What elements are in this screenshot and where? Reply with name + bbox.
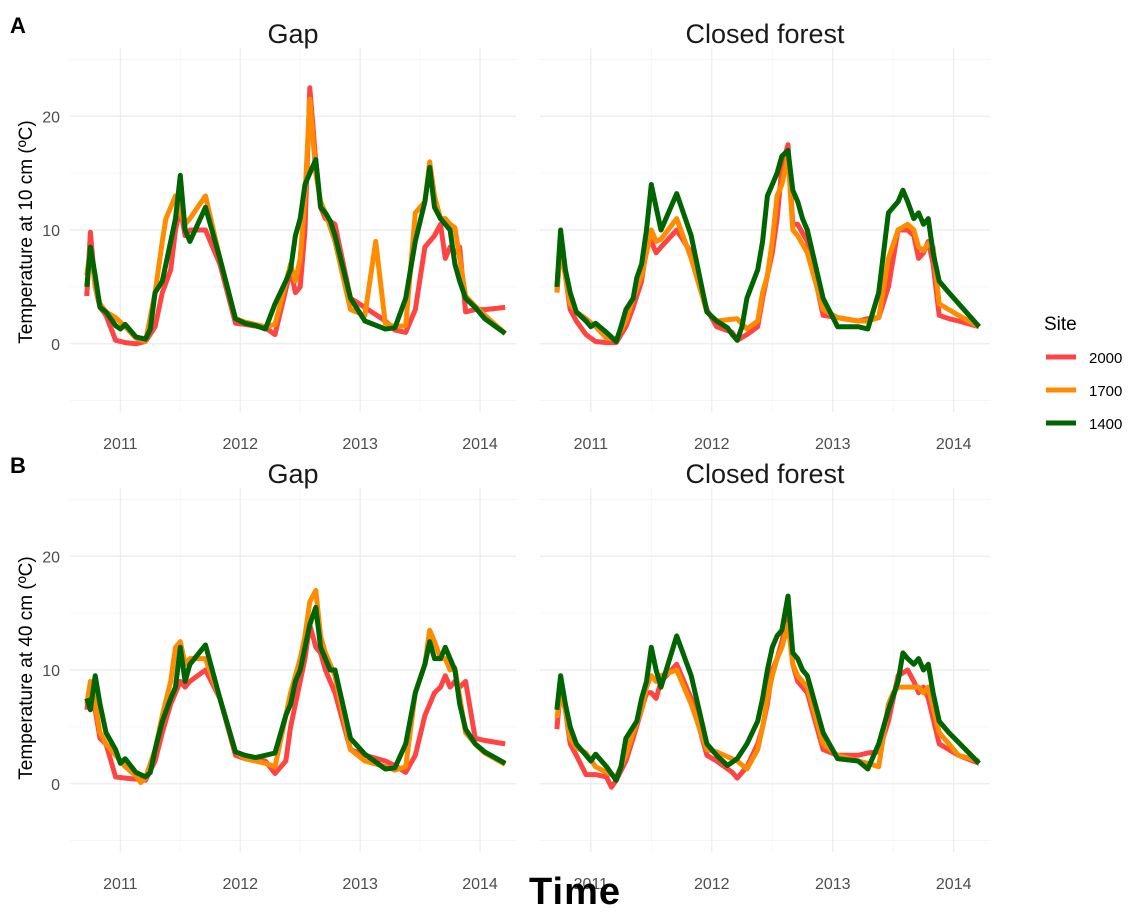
x-tick-label: 2011 (574, 876, 609, 893)
x-tick-label: 2013 (815, 876, 851, 893)
x-tick-label: 2014 (936, 436, 972, 453)
series-line-1400 (84, 604, 507, 780)
panel-tag-a: A (10, 13, 26, 38)
x-tick-label: 2012 (694, 436, 730, 453)
series-line-2000 (84, 85, 506, 347)
series-line-1400 (554, 147, 981, 344)
facet-title: Gap (267, 459, 318, 489)
y-tick-label: 20 (42, 549, 60, 566)
x-tick-label: 2011 (574, 436, 609, 453)
x-tick-label: 2013 (815, 436, 851, 453)
y-tick-label: 0 (51, 777, 60, 794)
facet-title: Closed forest (685, 459, 845, 489)
facet-title: Gap (267, 19, 318, 49)
x-tick-label: 2014 (936, 876, 972, 893)
panel-tag-b: B (10, 453, 26, 478)
panel-1: Gap 2011 2012 2013 2014 0 10 20 (42, 19, 516, 453)
y-tick-label: 0 (51, 337, 60, 354)
x-tick-label: 2012 (222, 876, 258, 893)
y-tick-label: 10 (42, 223, 60, 240)
y-axis-title-10cm: Temperature at 10 cm (ºC) (16, 120, 37, 343)
x-tick-label: 2011 (103, 876, 138, 893)
legend-title: Site (1044, 314, 1077, 335)
legend: Site 2000 1700 1400 (1044, 314, 1122, 433)
legend-label-1700: 1700 (1089, 383, 1122, 400)
panel-2: Closed forest 2011 2012 2013 2014 (540, 19, 990, 453)
series-line-1400 (554, 593, 981, 783)
x-axis-title: Time (529, 871, 621, 913)
legend-label-1400: 1400 (1089, 416, 1122, 433)
series-line-1400 (84, 157, 507, 342)
panel-4: Closed forest 2011 2012 2013 2014 (540, 459, 990, 893)
facet-title: Closed forest (685, 19, 845, 49)
x-tick-label: 2013 (342, 436, 378, 453)
x-tick-label: 2014 (462, 876, 498, 893)
x-tick-label: 2014 (462, 436, 498, 453)
panel-3: Gap 2011 2012 2013 2014 0 10 20 (42, 459, 516, 893)
y-tick-label: 20 (42, 109, 60, 126)
series-line-1700 (554, 622, 980, 780)
x-tick-label: 2011 (103, 436, 138, 453)
x-tick-label: 2012 (222, 436, 258, 453)
x-tick-label: 2013 (342, 876, 378, 893)
legend-label-2000: 2000 (1089, 350, 1122, 367)
y-tick-label: 10 (42, 663, 60, 680)
y-axis-title-40cm: Temperature at 40 cm (ºC) (16, 556, 37, 779)
x-tick-label: 2012 (694, 876, 730, 893)
